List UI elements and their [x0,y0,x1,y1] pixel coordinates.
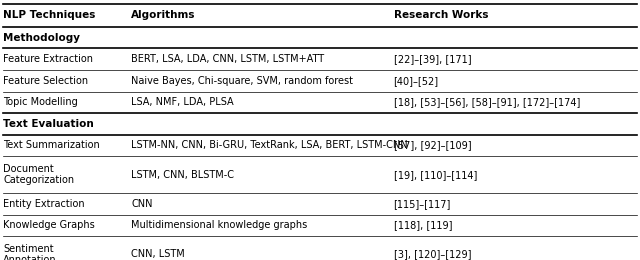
Text: LSTM, CNN, BLSTM-C: LSTM, CNN, BLSTM-C [131,170,234,180]
Text: [115]–[117]: [115]–[117] [394,199,451,209]
Text: Sentiment
Annotation: Sentiment Annotation [3,244,57,260]
Text: NLP Techniques: NLP Techniques [3,10,95,20]
Text: Algorithms: Algorithms [131,10,196,20]
Text: BERT, LSA, LDA, CNN, LSTM, LSTM+ATT: BERT, LSA, LDA, CNN, LSTM, LSTM+ATT [131,54,324,64]
Text: Text Summarization: Text Summarization [3,140,100,151]
Text: [18], [53]–[56], [58]–[91], [172]–[174]: [18], [53]–[56], [58]–[91], [172]–[174] [394,97,580,107]
Text: [57], [92]–[109]: [57], [92]–[109] [394,140,471,151]
Text: [19], [110]–[114]: [19], [110]–[114] [394,170,477,180]
Text: [40]–[52]: [40]–[52] [394,76,439,86]
Text: Feature Selection: Feature Selection [3,76,88,86]
Text: Entity Extraction: Entity Extraction [3,199,85,209]
Text: Feature Extraction: Feature Extraction [3,54,93,64]
Text: Research Works: Research Works [394,10,488,20]
Text: [118], [119]: [118], [119] [394,220,452,230]
Text: CNN, LSTM: CNN, LSTM [131,249,185,259]
Text: Naive Bayes, Chi-square, SVM, random forest: Naive Bayes, Chi-square, SVM, random for… [131,76,353,86]
Text: CNN: CNN [131,199,153,209]
Text: Document
Categorization: Document Categorization [3,164,74,185]
Text: Multidimensional knowledge graphs: Multidimensional knowledge graphs [131,220,307,230]
Text: Methodology: Methodology [3,32,80,43]
Text: LSTM-NN, CNN, Bi-GRU, TextRank, LSA, BERT, LSTM-CNN: LSTM-NN, CNN, Bi-GRU, TextRank, LSA, BER… [131,140,408,151]
Text: Text Evaluation: Text Evaluation [3,119,94,129]
Text: [22]–[39], [171]: [22]–[39], [171] [394,54,471,64]
Text: [3], [120]–[129]: [3], [120]–[129] [394,249,471,259]
Text: Topic Modelling: Topic Modelling [3,97,78,107]
Text: LSA, NMF, LDA, PLSA: LSA, NMF, LDA, PLSA [131,97,234,107]
Text: Knowledge Graphs: Knowledge Graphs [3,220,95,230]
